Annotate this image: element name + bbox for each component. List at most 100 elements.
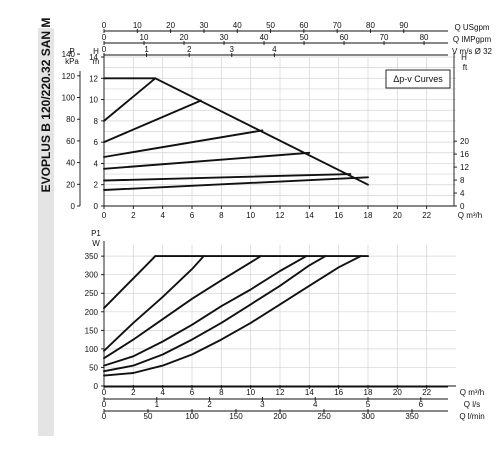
head-ft-tick-label: 16: [460, 150, 469, 159]
head-top-tick-label-1: 60: [340, 33, 349, 42]
head-kpa-unit-top: P: [69, 47, 74, 56]
head-x-tick-label: 10: [246, 211, 255, 220]
power-bottom-tick-label-0: 20: [393, 388, 402, 397]
head-top-unit-1: Q IMPgpm: [453, 35, 492, 44]
head-ft-unit-top: H: [461, 53, 467, 62]
head-curve-4: [103, 129, 264, 158]
power-bottom-tick-label-2: 200: [273, 412, 287, 421]
head-kpa-tick-label: 140: [62, 50, 76, 59]
power-bottom-tick-label-0: 14: [305, 388, 314, 397]
head-top-tick-label-2: 2: [187, 45, 192, 54]
head-m-tick-label: 6: [94, 138, 99, 147]
head-m-tick-label: 2: [94, 181, 99, 190]
head-m-tick-label: 12: [89, 74, 98, 83]
power-bottom-tick-label-0: 10: [246, 388, 255, 397]
power-bottom-tick-label-0: 0: [102, 388, 107, 397]
power-bottom-tick-label-1: 6: [419, 400, 424, 409]
power-bottom-tick-label-0: 2: [131, 388, 136, 397]
head-x-tick-label: 6: [190, 211, 195, 220]
power-y-unit-top: P1: [91, 229, 101, 238]
power-y-tick-label: 200: [85, 308, 99, 317]
head-top-tick-label-0: 0: [102, 21, 107, 30]
head-ft-tick-label: 20: [460, 137, 469, 146]
head-x-unit: Q m³/h: [458, 211, 482, 220]
power-y-tick-label: 0: [94, 382, 99, 391]
head-top-unit-2: V m/s Ø 32: [452, 47, 493, 56]
head-kpa-tick-label: 100: [62, 94, 76, 103]
power-bottom-tick-label-0: 8: [219, 388, 224, 397]
head-kpa-tick-label: 80: [66, 115, 75, 124]
power-bottom-tick-label-2: 0: [102, 412, 107, 421]
head-x-tick-label: 8: [219, 211, 224, 220]
power-bottom-tick-label-1: 0: [102, 400, 107, 409]
head-x-tick-label: 12: [276, 211, 285, 220]
power-y-tick-label: 100: [85, 345, 99, 354]
head-ft-unit: ft: [463, 63, 468, 72]
head-m-tick-label: 8: [94, 117, 99, 126]
head-kpa-tick-label: 20: [66, 180, 75, 189]
head-curve-1: [103, 176, 369, 191]
head-m-tick-label: 0: [94, 202, 99, 211]
head-ft-tick-label: 12: [460, 163, 469, 172]
head-curve-6: [103, 77, 157, 122]
power-bottom-tick-label-0: 4: [160, 388, 165, 397]
head-kpa-unit: kPa: [65, 57, 79, 66]
power-y-tick-label: 50: [89, 363, 98, 372]
head-top-tick-label-1: 50: [300, 33, 309, 42]
head-curve-5: [103, 99, 202, 144]
power-bottom-tick-label-2: 250: [317, 412, 331, 421]
power-curve-2: [103, 255, 327, 373]
head-top-tick-label-2: 3: [230, 45, 235, 54]
power-bottom-tick-label-1: 2: [207, 400, 212, 409]
head-top-tick-label-0: 50: [266, 21, 275, 30]
head-top-tick-label-1: 10: [140, 33, 149, 42]
head-m-unit-top: H: [93, 47, 99, 56]
power-curve-3: [103, 255, 308, 367]
head-x-tick-label: 4: [160, 211, 165, 220]
head-ft-tick-label: 4: [460, 189, 465, 198]
head-ft-tick-label: 8: [460, 176, 465, 185]
head-top-tick-label-1: 80: [420, 33, 429, 42]
power-bottom-tick-label-2: 50: [144, 412, 153, 421]
head-top-tick-label-0: 60: [299, 21, 308, 30]
head-top-unit-0: Q USgpm: [454, 23, 489, 32]
head-curve-2: [103, 173, 352, 182]
head-x-tick-label: 18: [364, 211, 373, 220]
power-bottom-tick-label-2: 100: [185, 412, 199, 421]
head-top-tick-label-2: 4: [272, 45, 277, 54]
head-kpa-tick-label: 120: [62, 72, 76, 81]
head-top-tick-label-0: 80: [366, 21, 375, 30]
power-y-tick-label: 150: [85, 326, 99, 335]
power-curve-4: [103, 255, 262, 360]
head-x-tick-label: 2: [131, 211, 136, 220]
head-m-tick-label: 4: [94, 159, 99, 168]
legend-label: Δp-v Curves: [393, 74, 443, 84]
head-kpa-tick-label: 0: [71, 202, 76, 211]
head-ft-tick-label: 0: [460, 202, 465, 211]
power-bottom-unit-0: Q m³/h: [460, 388, 484, 397]
head-top-tick-label-2: 1: [144, 45, 149, 54]
head-top-tick-label-1: 20: [180, 33, 189, 42]
head-x-tick-label: 0: [102, 211, 107, 220]
head-top-tick-label-1: 30: [220, 33, 229, 42]
power-bottom-tick-label-1: 5: [366, 400, 371, 409]
head-m-unit: m: [93, 57, 100, 66]
head-m-tick-label: 14: [89, 53, 98, 62]
power-bottom-tick-label-0: 12: [276, 388, 285, 397]
head-top-tick-label-0: 90: [399, 21, 408, 30]
power-bottom-unit-2: Q l/min: [459, 412, 484, 421]
head-top-tick-label-0: 70: [333, 21, 342, 30]
head-top-tick-label-1: 0: [102, 33, 107, 42]
head-x-tick-label: 16: [334, 211, 343, 220]
head-top-tick-label-1: 70: [380, 33, 389, 42]
power-bottom-tick-label-0: 18: [364, 388, 373, 397]
power-y-tick-label: 350: [85, 252, 99, 261]
head-kpa-tick-label: 60: [66, 137, 75, 146]
power-bottom-tick-label-1: 4: [313, 400, 318, 409]
head-x-tick-label: 22: [422, 211, 431, 220]
head-m-tick-label: 10: [89, 96, 98, 105]
pump-title: EVOPLUS B 120/220.32 SAN M: [39, 18, 53, 193]
head-top-tick-label-0: 30: [199, 21, 208, 30]
power-bottom-tick-label-0: 6: [190, 388, 195, 397]
